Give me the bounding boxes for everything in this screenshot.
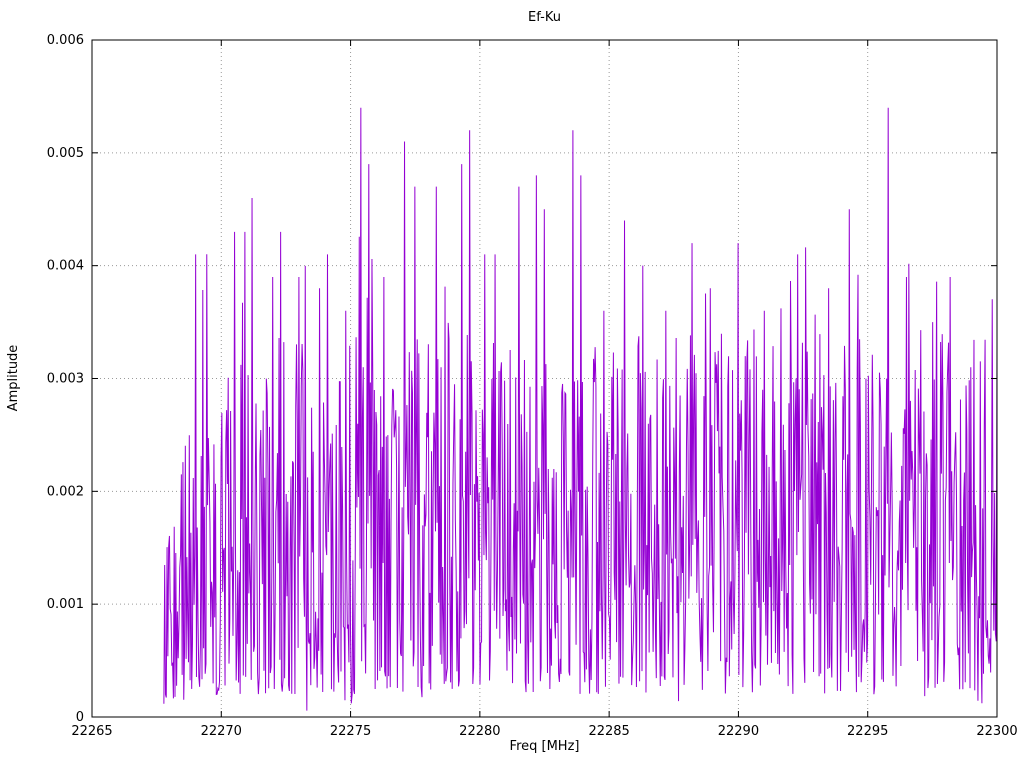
y-tick-label: 0.003 [47,372,84,387]
x-tick-label: 22285 [588,724,629,739]
x-tick-label: 22300 [976,724,1017,739]
x-tick-label: 22275 [330,724,371,739]
y-tick-label: 0.006 [47,33,84,48]
y-tick-label: 0 [76,710,84,725]
y-tick-label: 0.002 [47,484,84,499]
x-tick-label: 22295 [847,724,888,739]
x-axis-label: Freq [MHz] [509,739,580,754]
y-axis-label: Amplitude [6,344,21,412]
x-tick-label: 22265 [71,724,112,739]
x-tick-label: 22280 [459,724,500,739]
y-tick-label: 0.004 [47,259,84,274]
chart-title: Ef-Ku [528,10,561,25]
spectrum-line [163,107,998,711]
x-tick-label: 22270 [201,724,242,739]
y-tick-label: 0.001 [47,597,84,612]
y-tick-label: 0.005 [47,146,84,161]
x-tick-label: 22290 [718,724,759,739]
